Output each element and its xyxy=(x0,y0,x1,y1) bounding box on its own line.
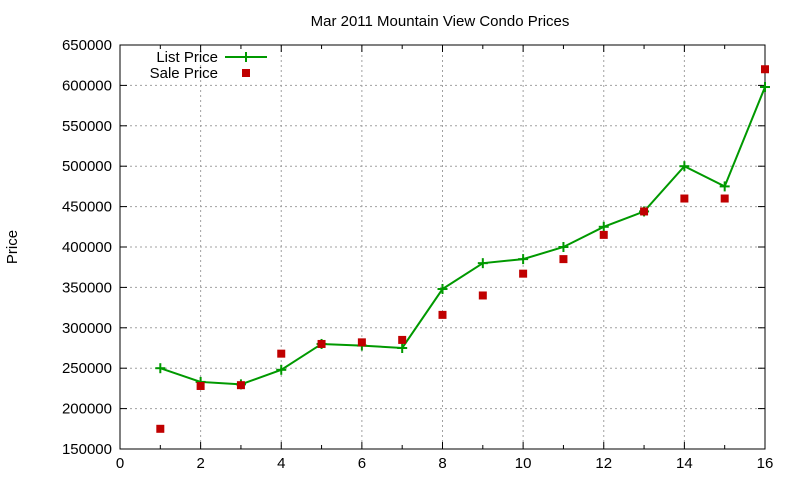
data-point xyxy=(477,258,488,269)
data-point xyxy=(558,242,569,252)
axis-ticks: 1500002000002500003000003500004000004500… xyxy=(62,37,773,472)
legend-marker xyxy=(241,52,251,62)
data-point xyxy=(236,381,245,390)
y-tick-label: 450000 xyxy=(62,199,112,216)
y-tick-label: 650000 xyxy=(62,37,112,54)
y-tick-label: 250000 xyxy=(62,360,112,377)
x-tick-label: 12 xyxy=(595,455,612,472)
data-point xyxy=(519,269,528,278)
data-point xyxy=(679,161,690,172)
data-point xyxy=(397,343,408,353)
data-point xyxy=(357,338,366,347)
legend-label: List Price xyxy=(156,49,218,66)
y-tick-label: 400000 xyxy=(62,239,112,256)
data-point xyxy=(277,349,286,358)
chart-title: Mar 2011 Mountain View Condo Prices xyxy=(311,13,570,30)
data-point xyxy=(276,364,287,375)
series-sale-price xyxy=(156,65,769,433)
x-tick-label: 14 xyxy=(676,455,693,472)
y-tick-label: 550000 xyxy=(62,118,112,135)
y-tick-label: 500000 xyxy=(62,158,112,175)
data-point xyxy=(720,194,729,203)
data-point xyxy=(599,230,608,239)
x-tick-label: 4 xyxy=(277,455,285,472)
data-point xyxy=(196,381,205,390)
x-tick-label: 10 xyxy=(515,455,532,472)
y-tick-label: 150000 xyxy=(62,441,112,458)
series-list-price xyxy=(155,82,770,390)
y-tick-label: 300000 xyxy=(62,320,112,337)
data-point xyxy=(317,339,326,348)
legend-marker xyxy=(242,69,250,77)
data-point xyxy=(719,181,730,192)
y-tick-label: 350000 xyxy=(62,279,112,296)
series-line xyxy=(159,86,766,386)
x-tick-label: 6 xyxy=(358,455,366,472)
data-point xyxy=(518,254,529,265)
data-point xyxy=(559,255,568,264)
x-tick-label: 16 xyxy=(757,455,774,472)
y-tick-label: 200000 xyxy=(62,401,112,418)
y-axis-label: Price xyxy=(4,230,21,264)
legend-label: Sale Price xyxy=(150,65,218,82)
x-tick-label: 8 xyxy=(438,455,446,472)
data-point xyxy=(437,284,448,295)
y-tick-label: 600000 xyxy=(62,77,112,94)
data-point xyxy=(598,221,609,232)
data-point xyxy=(760,82,770,93)
data-point xyxy=(438,310,447,319)
series-marks xyxy=(155,65,770,433)
data-point xyxy=(680,194,689,203)
x-tick-label: 2 xyxy=(196,455,204,472)
x-tick-label: 0 xyxy=(116,455,124,472)
plot-frame xyxy=(119,44,766,450)
grid-lines xyxy=(120,45,765,449)
data-point xyxy=(398,335,407,344)
data-point xyxy=(478,291,487,300)
data-point xyxy=(761,65,769,74)
data-point xyxy=(156,424,165,433)
data-point xyxy=(640,207,649,216)
data-point xyxy=(155,363,166,374)
